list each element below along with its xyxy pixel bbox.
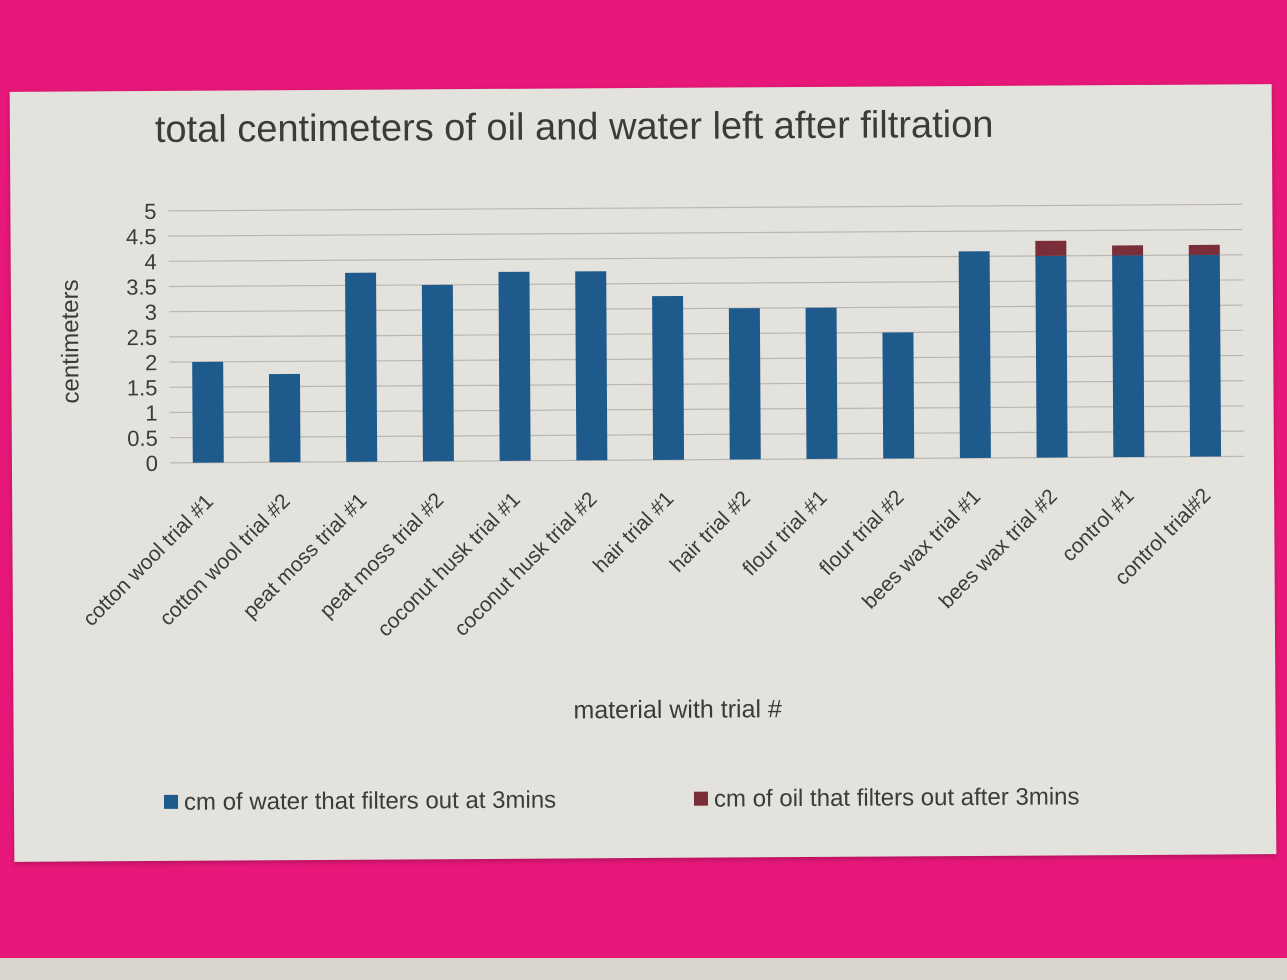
x-tick-label: coconut husk trial #2	[450, 488, 602, 641]
legend-swatch-water	[163, 794, 179, 809]
bar-oil	[1035, 240, 1067, 256]
gridline	[169, 405, 1244, 414]
y-tick-label: 3.5	[126, 275, 157, 300]
bar-water	[345, 272, 378, 462]
y-tick-label: 4.5	[126, 224, 157, 249]
x-tick-label: hair trial #1	[589, 487, 678, 577]
y-tick-label: 4	[144, 249, 156, 274]
gridline	[169, 329, 1244, 338]
gridline	[168, 228, 1243, 237]
gridline	[169, 430, 1244, 439]
y-tick-label: 1	[145, 401, 157, 426]
bar-water	[652, 295, 685, 460]
x-tick-label: coconut husk trial #1	[373, 488, 525, 641]
background-strip	[0, 958, 1287, 980]
bar-water	[958, 251, 991, 459]
bar-water	[575, 271, 608, 461]
bar-water	[268, 373, 301, 463]
legend-label-oil: cm of oil that filters out after 3mins	[713, 783, 1080, 813]
bar-water	[498, 271, 531, 461]
legend-label-water: cm of water that filters out at 3mins	[183, 786, 557, 816]
plot-area: 00.511.522.533.544.55 cotton wool trial #…	[79, 199, 1244, 641]
bar-water	[192, 361, 224, 463]
gridline	[168, 279, 1243, 288]
y-tick-label: 0	[146, 451, 158, 476]
x-axis-label: material with trial #	[573, 695, 782, 725]
bar-water	[1188, 254, 1222, 457]
x-tick-label: cotton wool trial #1	[79, 490, 218, 631]
bar-water	[421, 284, 454, 462]
legend-item-water: cm of water that filters out at 3mins	[163, 786, 557, 817]
gridline	[169, 455, 1244, 464]
y-tick-label: 2.5	[126, 325, 157, 350]
legend-swatch-oil	[693, 791, 709, 806]
gridline	[169, 354, 1244, 363]
bar-water	[805, 307, 838, 460]
y-tick-label: 0.5	[127, 426, 158, 451]
gridline	[169, 380, 1244, 388]
y-tick-label: 2	[145, 350, 157, 375]
chart-paper: total centimeters of oil and water left …	[9, 84, 1277, 862]
x-tick-label: control #1	[1057, 484, 1138, 566]
bar-water	[882, 332, 915, 459]
bar-oil	[1188, 244, 1220, 256]
x-tick-label: cotton wool trial #2	[155, 489, 294, 630]
y-tick-label: 5	[144, 199, 156, 224]
y-tick-label: 1.5	[127, 375, 158, 400]
legend-item-oil: cm of oil that filters out after 3mins	[693, 783, 1080, 813]
bar-water	[1112, 255, 1145, 458]
bar-oil	[1112, 245, 1144, 256]
gridline	[168, 203, 1243, 212]
gridline	[169, 304, 1243, 313]
bar-water	[728, 308, 761, 460]
y-tick-label: 3	[145, 300, 157, 325]
gridline	[168, 254, 1243, 262]
bar-water	[1035, 255, 1068, 458]
